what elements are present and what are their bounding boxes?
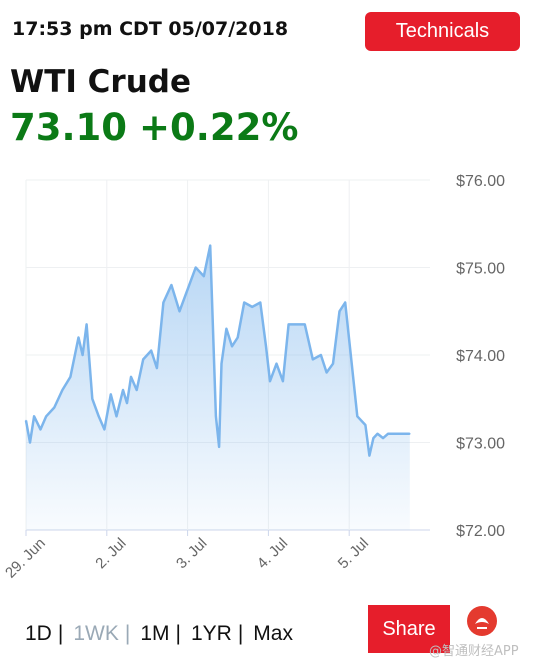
data-point xyxy=(275,362,278,365)
data-point xyxy=(115,415,118,418)
data-point xyxy=(332,362,334,365)
data-point xyxy=(265,345,267,348)
x-tick-label: 2. Jul xyxy=(92,535,129,572)
data-point xyxy=(382,437,384,439)
data-point xyxy=(33,415,35,418)
data-point xyxy=(69,376,72,378)
y-tick-label: $72.00 xyxy=(456,523,505,540)
data-point xyxy=(218,446,220,448)
data-point xyxy=(130,376,132,378)
data-point xyxy=(295,323,298,326)
data-point xyxy=(85,323,88,326)
range-1wk[interactable]: 1WK xyxy=(73,622,119,645)
data-point xyxy=(409,433,411,435)
range-1m[interactable]: 1M xyxy=(140,622,170,645)
data-point xyxy=(142,358,144,361)
data-point xyxy=(203,275,205,277)
data-point xyxy=(209,244,211,247)
data-point xyxy=(320,354,322,356)
data-point xyxy=(122,389,124,391)
data-point xyxy=(215,415,217,418)
data-point xyxy=(236,336,239,339)
instrument-name: WTI Crude xyxy=(10,64,191,100)
data-point xyxy=(231,345,233,348)
data-point xyxy=(269,380,271,382)
y-tick-label: $75.00 xyxy=(456,261,505,278)
data-point xyxy=(368,454,371,457)
timestamp: 17:53 pm CDT 05/07/2018 xyxy=(12,18,289,40)
price-value: 73.10 xyxy=(10,106,128,149)
data-point xyxy=(304,323,306,326)
share-button[interactable]: Share xyxy=(368,605,450,653)
price-quote: 73.10 +0.22% xyxy=(10,106,310,149)
data-point xyxy=(282,380,284,382)
data-point xyxy=(53,406,56,409)
technicals-button[interactable]: Technicals xyxy=(365,12,520,51)
data-point xyxy=(225,328,228,330)
x-axis-ticks: 29. Jun 2. Jul 3. Jul 4. Jul 5. Jul xyxy=(2,535,372,582)
x-tick-label: 4. Jul xyxy=(254,535,291,572)
data-point xyxy=(81,354,84,356)
data-point xyxy=(39,428,42,431)
data-point xyxy=(350,354,352,356)
y-tick-label: $76.00 xyxy=(456,173,505,190)
data-point xyxy=(405,433,407,435)
data-point xyxy=(170,284,173,286)
x-tick-label: 29. Jun xyxy=(2,535,49,582)
data-point xyxy=(25,419,27,422)
data-point xyxy=(29,441,31,444)
app-logo-icon xyxy=(467,606,497,636)
data-point xyxy=(194,266,197,269)
price-chart: $76.00 $75.00 $74.00 $73.00 $72.00 29. Jun 2.… xyxy=(2,173,505,582)
range-1yr[interactable]: 1YR xyxy=(190,622,232,645)
y-tick-label: $74.00 xyxy=(456,348,505,365)
data-point xyxy=(376,433,379,435)
chart-series xyxy=(24,244,411,530)
data-point xyxy=(220,362,223,365)
range-separator: | xyxy=(124,622,131,645)
data-point xyxy=(398,433,401,435)
data-point xyxy=(97,415,100,418)
watermark: @智通财经APP xyxy=(429,644,519,659)
range-separator: | xyxy=(237,622,244,645)
data-point xyxy=(126,402,128,404)
y-axis-ticks: $76.00 $75.00 $74.00 $73.00 $72.00 xyxy=(456,173,505,540)
x-tick-label: 3. Jul xyxy=(173,535,210,572)
range-separator: | xyxy=(57,622,64,645)
data-point xyxy=(243,301,245,304)
data-point xyxy=(45,415,47,418)
data-point xyxy=(312,358,314,361)
data-point xyxy=(178,310,181,313)
series-area xyxy=(26,245,410,530)
data-point xyxy=(356,415,359,418)
price-change: +0.22% xyxy=(139,106,299,149)
data-point xyxy=(344,301,347,304)
data-point xyxy=(150,349,152,352)
series-line xyxy=(24,244,410,457)
data-point xyxy=(251,306,253,308)
range-separator: | xyxy=(175,622,181,645)
data-point xyxy=(338,310,341,313)
data-point xyxy=(364,424,367,426)
data-point xyxy=(77,336,80,339)
y-tick-label: $73.00 xyxy=(456,436,505,453)
x-tick-label: 5. Jul xyxy=(335,535,372,572)
range-max[interactable]: Max xyxy=(253,622,293,645)
range-selector: 1D | 1WK | 1M | 1YR | Max xyxy=(25,622,293,646)
data-point xyxy=(91,398,94,400)
data-point xyxy=(325,371,328,374)
range-1d[interactable]: 1D xyxy=(25,622,52,645)
data-point xyxy=(387,433,389,435)
data-point xyxy=(287,323,290,326)
data-point xyxy=(156,367,158,369)
data-point xyxy=(162,301,165,304)
data-point xyxy=(61,389,64,391)
data-point xyxy=(259,301,262,304)
data-point xyxy=(186,288,189,291)
data-point xyxy=(372,437,375,439)
data-point xyxy=(103,428,106,431)
data-point xyxy=(110,393,112,396)
data-point xyxy=(135,389,138,391)
data-point xyxy=(392,433,395,435)
